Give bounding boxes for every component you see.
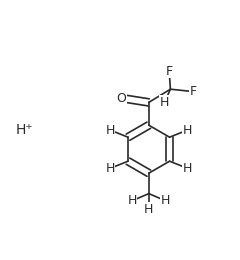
Text: H: H — [160, 96, 169, 109]
Text: F: F — [166, 65, 173, 78]
Text: H: H — [105, 124, 115, 136]
Text: H⁺: H⁺ — [15, 123, 33, 137]
Text: H: H — [161, 194, 170, 207]
Text: H: H — [105, 162, 115, 175]
Text: H: H — [127, 194, 137, 207]
Text: F: F — [190, 85, 197, 98]
Text: O: O — [116, 92, 126, 105]
Text: H: H — [183, 162, 192, 175]
Text: H: H — [183, 124, 192, 136]
Text: H: H — [144, 203, 154, 216]
